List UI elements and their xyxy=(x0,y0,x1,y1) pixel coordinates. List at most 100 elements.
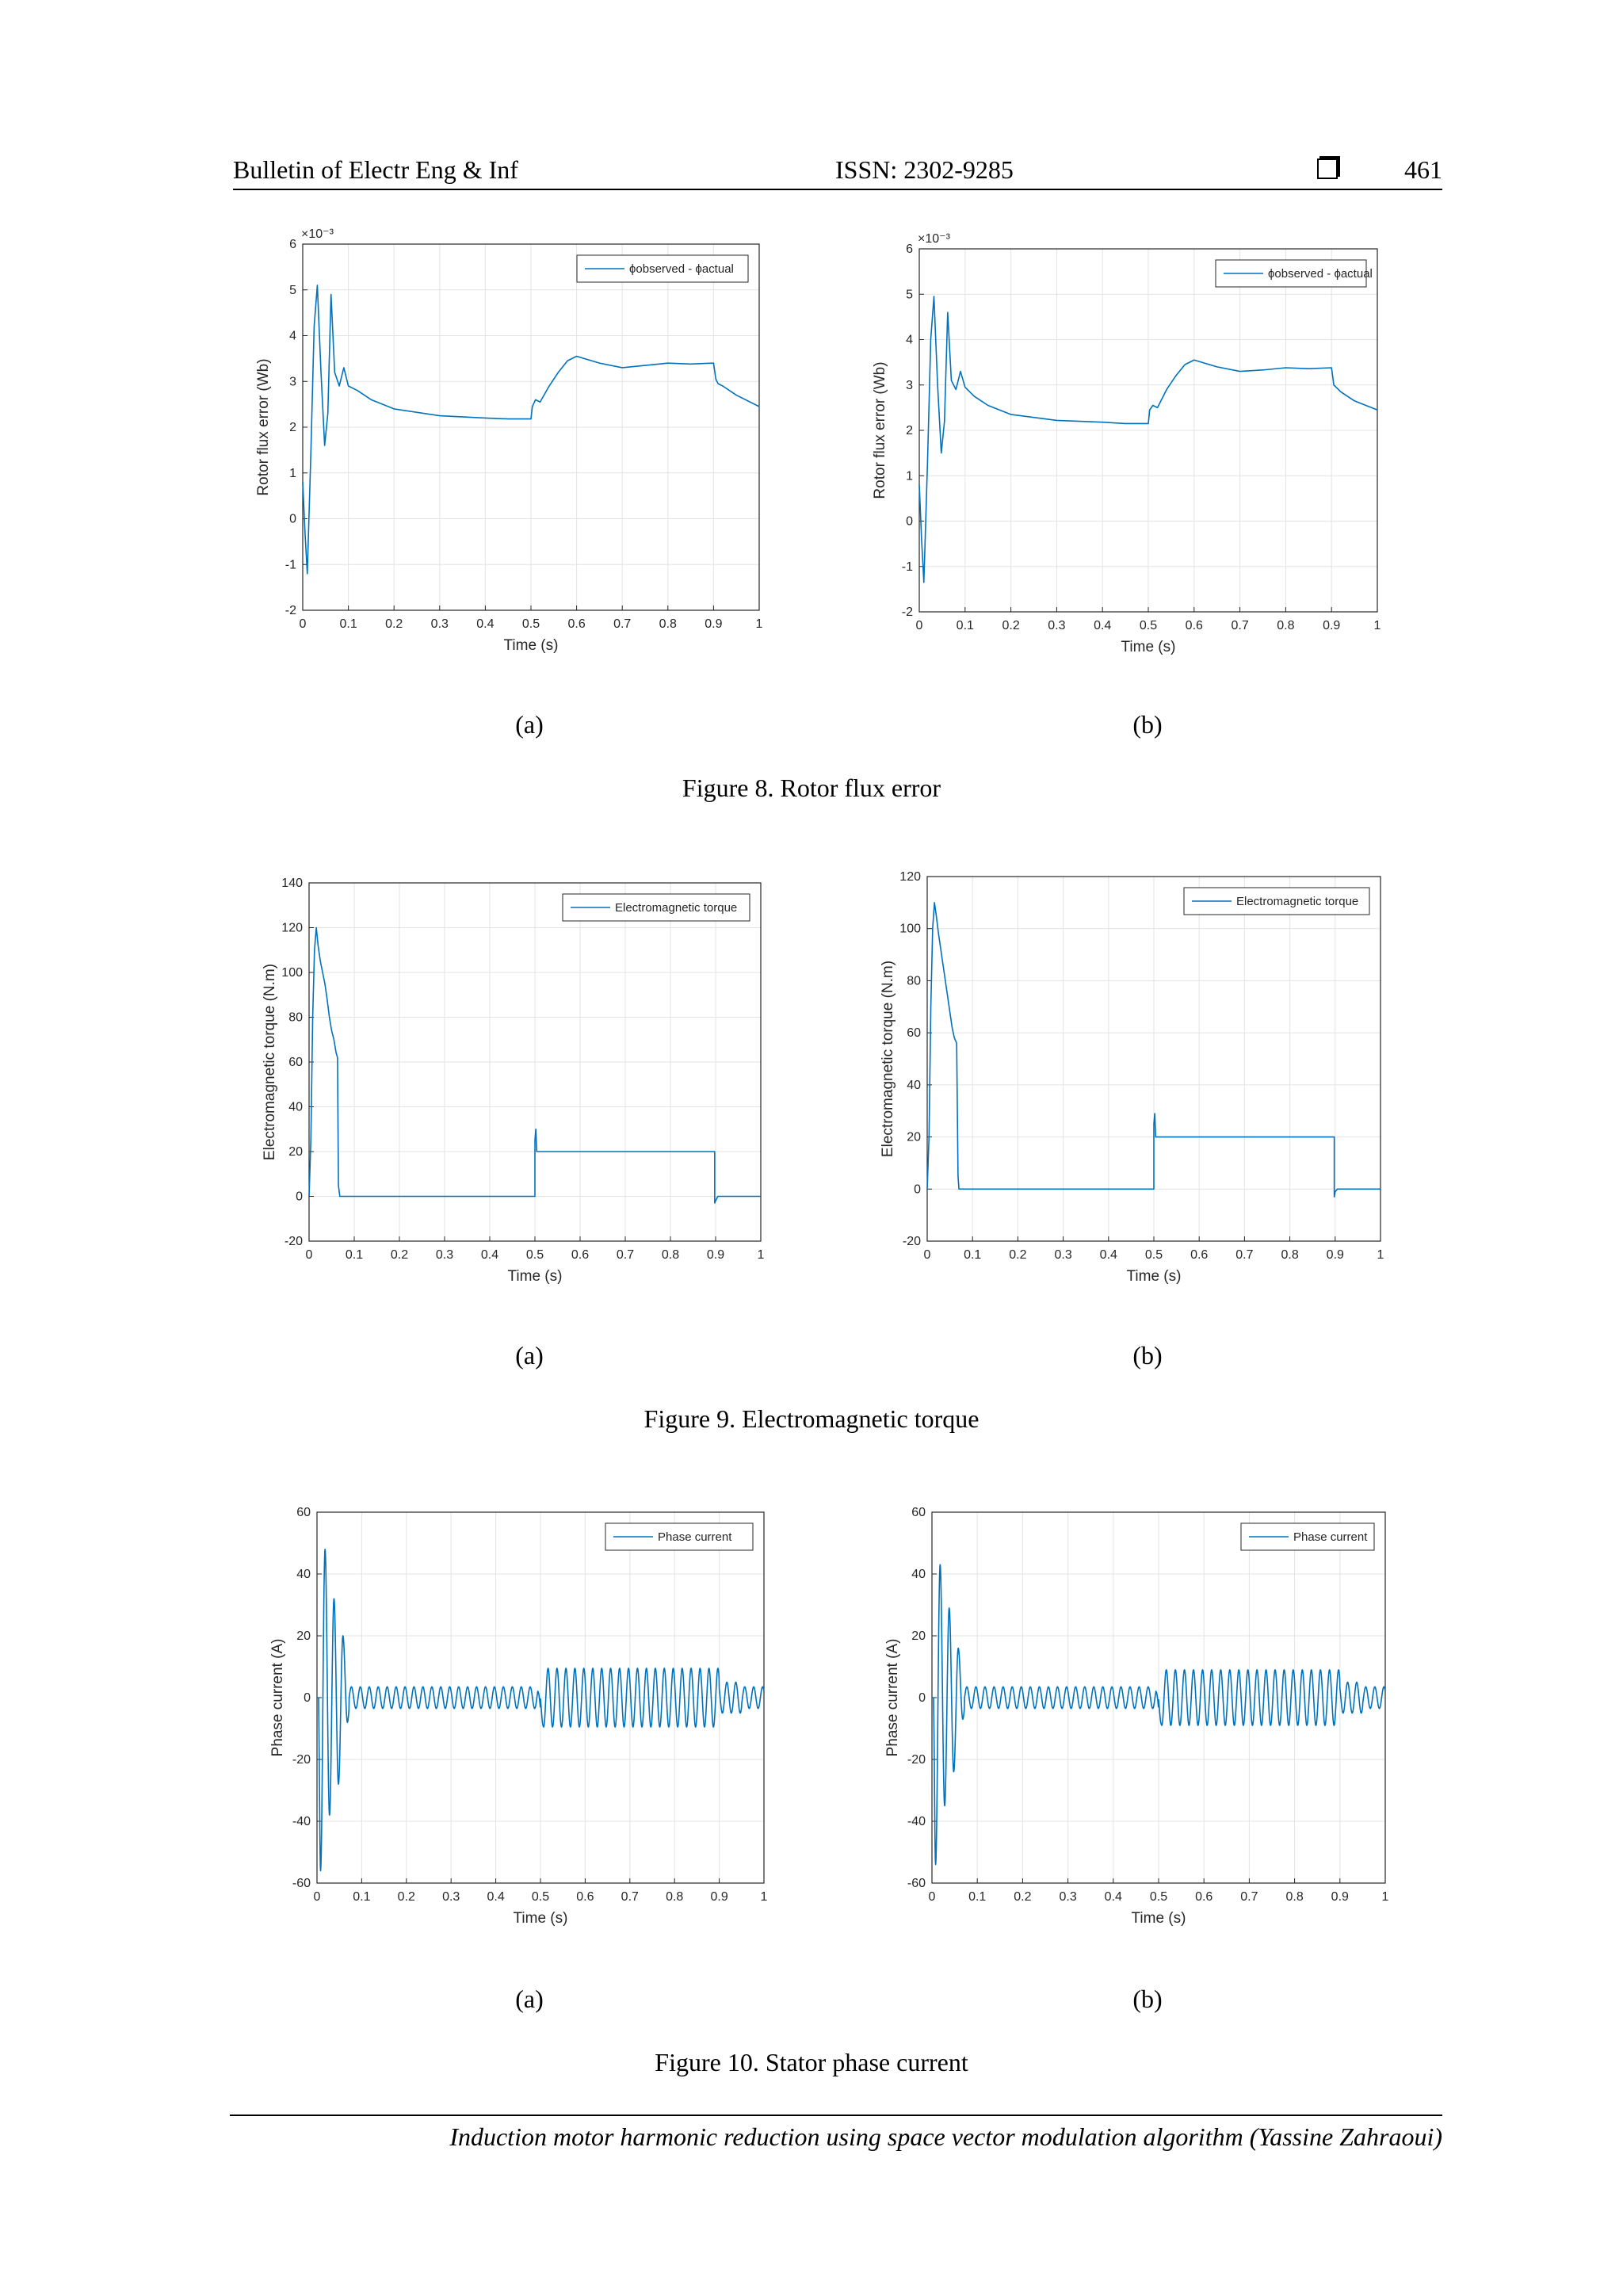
y-tick-label: 6 xyxy=(289,238,296,251)
y-tick-label: -40 xyxy=(907,1815,926,1828)
y-tick-label: 3 xyxy=(289,375,296,388)
y-tick-label: 40 xyxy=(296,1568,311,1581)
x-tick-label: 0 xyxy=(924,1248,931,1262)
fig9-sub-a: (a) xyxy=(515,1341,544,1370)
y-tick-label: -2 xyxy=(902,606,913,619)
series-line xyxy=(302,285,760,575)
x-tick-label: 1 xyxy=(758,1248,765,1262)
fig10-caption: Figure 10. Stator phase current xyxy=(655,2048,968,2076)
y-axis-label: Electromagnetic torque (N.m) xyxy=(262,964,278,1160)
chart-fig10b: 0 0.1 0.2 0.3 0.4 0.5 0.6 0.7 0.8 0.9 1 -60 -40 -20 0 2… xyxy=(884,1506,1389,1927)
y-tick-label: -20 xyxy=(292,1753,311,1767)
x-axis-label: Time (s) xyxy=(1127,1268,1182,1285)
y-tick-label: -60 xyxy=(292,1877,311,1890)
x-tick-label: 0.8 xyxy=(1285,1890,1303,1904)
x-tick-label: 0.7 xyxy=(1235,1248,1253,1262)
x-tick-label: 0.3 xyxy=(442,1890,460,1904)
y-tick-label: -20 xyxy=(907,1753,926,1767)
x-tick-label: 0.4 xyxy=(481,1248,498,1262)
y-tick-label: 40 xyxy=(911,1568,926,1581)
y-tick-label: -40 xyxy=(292,1815,311,1828)
y-tick-label: 4 xyxy=(289,330,296,343)
legend-box xyxy=(605,1522,754,1551)
x-tick-label: 0.2 xyxy=(1002,619,1019,632)
y-tick-label: 80 xyxy=(907,974,921,988)
x-tick-label: 0.4 xyxy=(1100,1248,1117,1262)
y-tick-label: 60 xyxy=(911,1506,926,1519)
issn: ISSN: 2302-9285 xyxy=(835,155,1014,184)
y-tick-label: 60 xyxy=(296,1506,311,1519)
x-tick-label: 0.7 xyxy=(621,1890,639,1904)
legend-label: Electromagnetic torque xyxy=(615,901,737,915)
x-tick-label: 0 xyxy=(916,619,923,632)
series-line xyxy=(931,1564,1386,1866)
x-tick-label: 0.8 xyxy=(666,1890,683,1904)
x-tick-label: 0.5 xyxy=(1150,1890,1167,1904)
x-tick-label: 0.6 xyxy=(1186,619,1203,632)
y-tick-label: 20 xyxy=(911,1629,926,1643)
fig10-sub-b: (b) xyxy=(1132,1985,1163,2013)
y-tick-label: 120 xyxy=(281,922,303,935)
y-tick-label: 40 xyxy=(907,1079,921,1092)
series-line xyxy=(918,296,1378,583)
axes-box xyxy=(926,876,1381,1242)
x-tick-label: 1 xyxy=(761,1890,768,1904)
y-tick-label: 20 xyxy=(296,1629,311,1643)
x-tick-label: 0.8 xyxy=(659,617,677,631)
axes-box xyxy=(918,248,1378,613)
x-tick-label: 0.3 xyxy=(1054,1248,1071,1262)
fig9-caption: Figure 9. Electromagnetic torque xyxy=(643,1404,980,1433)
x-tick-label: 0.1 xyxy=(353,1890,370,1904)
journal-name: Bulletin of Electr Eng & Inf xyxy=(233,155,518,184)
y-tick-label: -60 xyxy=(907,1877,926,1890)
y-tick-label: 1 xyxy=(289,467,296,480)
x-tick-label: 0.7 xyxy=(1240,1890,1258,1904)
x-tick-label: 0 xyxy=(306,1248,313,1262)
legend-label: Phase current xyxy=(658,1530,732,1544)
y-tick-label: 6 xyxy=(906,243,913,256)
x-tick-label: 0.6 xyxy=(1195,1890,1212,1904)
y-axis-label: Rotor flux error (Wb) xyxy=(255,358,272,495)
x-axis-label: Time (s) xyxy=(1121,639,1176,655)
y-tick-label: 40 xyxy=(288,1101,303,1114)
footer-title: Induction motor harmonic reduction using… xyxy=(449,2122,1442,2151)
x-tick-label: 0.5 xyxy=(1145,1248,1163,1262)
y-tick-label: 100 xyxy=(281,966,303,980)
x-tick-label: 0.3 xyxy=(431,617,449,631)
x-tick-label: 0.7 xyxy=(617,1248,634,1262)
legend-label: ϕobserved - ϕactual xyxy=(1268,267,1373,281)
header-rule xyxy=(233,189,1442,190)
x-tick-label: 0 xyxy=(929,1890,936,1904)
x-tick-label: 0.4 xyxy=(487,1890,504,1904)
y-tick-label: -2 xyxy=(285,604,296,617)
x-tick-label: 0.2 xyxy=(391,1248,408,1262)
x-tick-label: 1 xyxy=(1377,1248,1384,1262)
legend-label: Electromagnetic torque xyxy=(1236,895,1358,908)
x-tick-label: 0.8 xyxy=(662,1248,679,1262)
y-multiplier: ×10⁻³ xyxy=(301,227,334,241)
x-tick-label: 0 xyxy=(314,1890,321,1904)
x-tick-label: 0.1 xyxy=(968,1890,986,1904)
y-tick-label: 100 xyxy=(899,923,921,936)
chart-fig9b: 0 0.1 0.2 0.3 0.4 0.5 0.6 0.7 0.8 0.9 1-2002040608… xyxy=(880,870,1384,1285)
axes-box xyxy=(308,882,762,1242)
y-tick-label: -20 xyxy=(903,1235,921,1248)
fig8-sub-b: (b) xyxy=(1132,710,1163,739)
y-tick-label: 20 xyxy=(288,1145,303,1159)
x-tick-label: 0.7 xyxy=(1231,619,1248,632)
axes-box xyxy=(302,243,760,611)
y-tick-label: 140 xyxy=(281,877,303,890)
x-tick-label: 0.6 xyxy=(567,617,585,631)
y-tick-label: 120 xyxy=(899,870,921,884)
x-tick-label: 1 xyxy=(1374,619,1381,632)
y-tick-label: 4 xyxy=(906,334,913,347)
x-tick-label: 0 xyxy=(300,617,307,631)
y-axis-label: Phase current (A) xyxy=(269,1639,286,1757)
y-tick-label: 80 xyxy=(288,1011,303,1025)
fig10-sub-a: (a) xyxy=(515,1985,544,2013)
x-tick-label: 0.4 xyxy=(1105,1890,1122,1904)
y-tick-label: 2 xyxy=(289,421,296,434)
y-multiplier: ×10⁻³ xyxy=(918,232,951,246)
x-tick-label: 0.2 xyxy=(385,617,403,631)
x-axis-label: Time (s) xyxy=(504,637,559,654)
